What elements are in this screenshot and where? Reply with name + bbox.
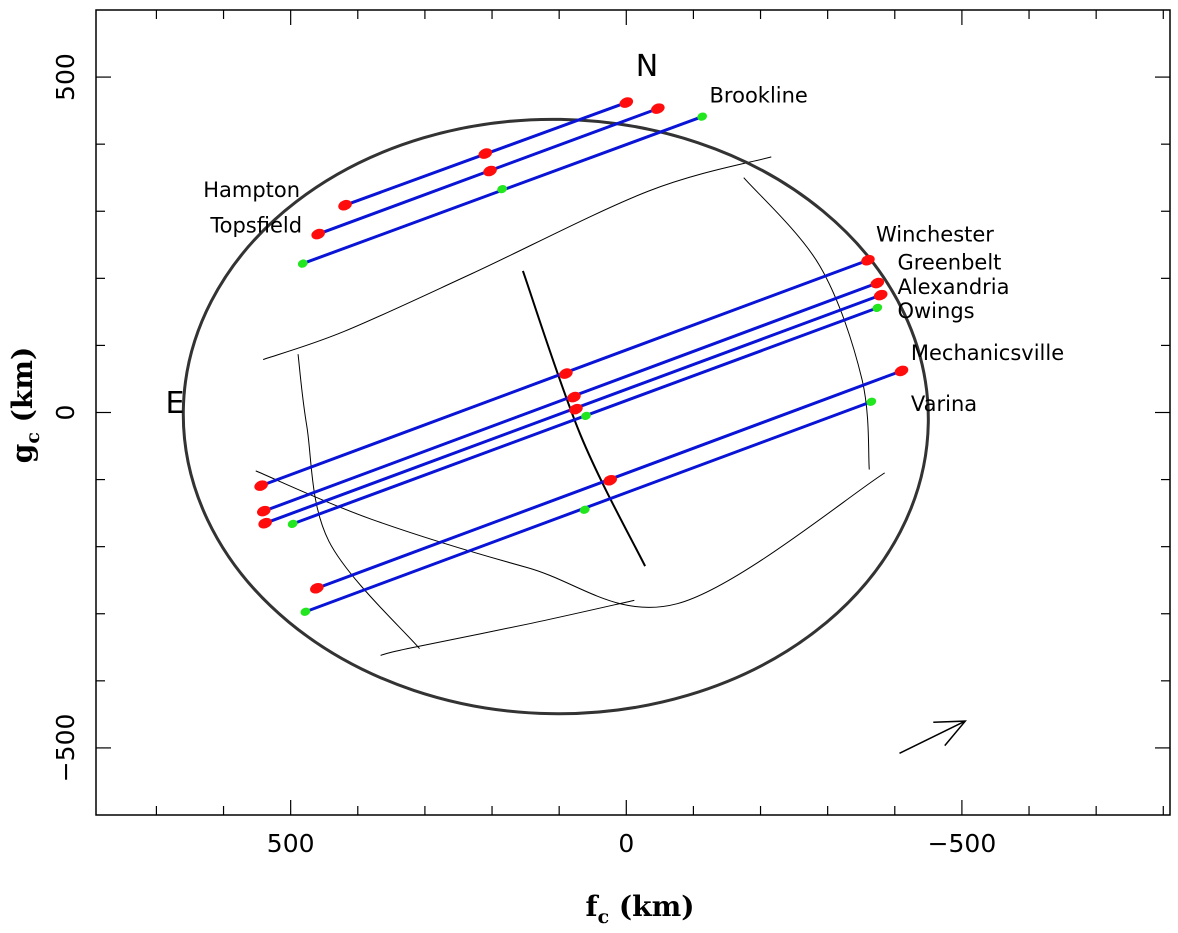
y-tick-label: 500 [51, 53, 80, 101]
arrow-shaft [899, 720, 966, 754]
timing-point [866, 397, 877, 406]
site-label: Owings [897, 299, 974, 323]
timing-point [697, 112, 708, 121]
latitude-line [255, 470, 885, 608]
motion-direction-arrow [899, 720, 967, 754]
latitude-line [380, 599, 635, 656]
x-axis-title-sub: c [598, 906, 610, 928]
limb-outline [181, 117, 930, 716]
timing-point [873, 289, 888, 301]
timing-point [581, 411, 591, 420]
timing-point [579, 505, 590, 514]
x-tick-label: 0 [618, 829, 634, 858]
timing-point [311, 228, 325, 240]
timing-point [567, 391, 581, 403]
site-labels: Brookline Hampton Topsfield Winchester Green… [203, 84, 1064, 417]
y-tick-label: −500 [51, 714, 80, 783]
axis-tick-labels: 500 0 −500 500 0 −500 [51, 53, 996, 858]
timing-point [478, 148, 493, 159]
latitude-line [262, 156, 772, 360]
timing-points [254, 97, 909, 616]
compass-east-label: E [166, 386, 185, 421]
limb-ellipse [181, 117, 930, 716]
y-axis-title: gc (km) [6, 347, 44, 463]
timing-point [297, 259, 308, 268]
timing-point [870, 277, 885, 289]
y-axis-title-main: g [6, 444, 39, 464]
timing-point [559, 368, 573, 379]
svg-text:gc (km): gc (km) [6, 347, 44, 463]
timing-point [894, 365, 909, 377]
plot-border [95, 9, 1171, 816]
meridian-line [743, 177, 870, 470]
timing-point [287, 519, 298, 528]
meridian-line [297, 354, 420, 649]
site-label: Brookline [710, 84, 808, 108]
x-axis-title: fc (km) [586, 890, 695, 928]
timing-point [497, 184, 507, 194]
timing-point [258, 517, 272, 529]
site-label: Hampton [203, 178, 300, 202]
timing-point [603, 474, 617, 486]
axis-ticks [96, 10, 1170, 815]
x-axis-title-main: f [586, 890, 600, 923]
timing-point [257, 505, 271, 517]
timing-point [483, 165, 497, 177]
compass-north-label: N [636, 49, 658, 84]
timing-point [651, 103, 665, 114]
timing-point [619, 97, 634, 108]
site-label: Winchester [876, 222, 994, 246]
y-axis-title-unit: (km) [6, 347, 39, 432]
x-axis-title-unit: (km) [609, 890, 694, 923]
chord-lines [260, 101, 903, 614]
y-axis-title-sub: c [22, 432, 44, 444]
plot-frame [95, 9, 1171, 816]
graticule-grid [255, 156, 885, 656]
site-label: Greenbelt [897, 251, 1001, 275]
timing-point [254, 480, 268, 491]
arrow-head [933, 720, 967, 747]
x-tick-label: −500 [928, 829, 997, 858]
site-label: Mechanicsville [911, 341, 1064, 365]
central-meridian-line [521, 270, 646, 567]
site-label: Topsfield [209, 214, 302, 238]
y-tick-label: 0 [51, 405, 80, 421]
timing-point [338, 199, 352, 211]
timing-point [861, 254, 875, 266]
timing-point [310, 582, 324, 594]
x-tick-label: 500 [267, 829, 315, 858]
site-label: Alexandria [897, 275, 1009, 299]
timing-point [300, 607, 311, 616]
timing-point [872, 303, 883, 312]
site-label: Varina [911, 392, 977, 416]
timing-point [569, 403, 583, 415]
